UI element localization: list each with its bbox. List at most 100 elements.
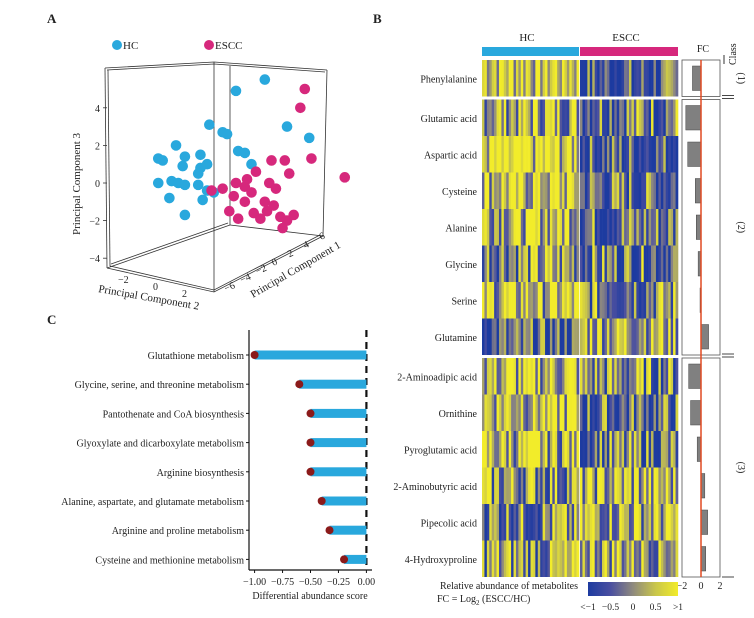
heatmap-cell (668, 504, 671, 541)
heatmap-cell (619, 209, 622, 246)
colorscale-bar (588, 582, 678, 596)
colorscale-tick-label: 0 (631, 603, 636, 613)
heatmap-cell (557, 394, 560, 431)
heatmap-cell (545, 540, 548, 577)
heatmap-cell (594, 431, 598, 468)
heatmap-cell (537, 245, 541, 282)
heatmap-cell (554, 540, 558, 577)
heatmap-cell (513, 394, 517, 431)
heatmap-cell (496, 209, 500, 246)
heatmap-cell (528, 209, 531, 246)
heatmap-cell (660, 60, 664, 97)
heatmap-cell (670, 172, 674, 209)
heatmap-cell (489, 209, 492, 246)
heatmap-cell (515, 136, 519, 173)
heatmap-cell (501, 467, 505, 504)
heatmap-cell (496, 540, 500, 577)
heatmap-cell (566, 318, 570, 355)
heatmap-cell (609, 172, 613, 209)
heatmap-cell (498, 60, 502, 97)
heatmap-cell (587, 318, 591, 355)
heatmap-cell (554, 431, 558, 468)
heatmap-cell (606, 431, 610, 468)
heatmap-cell (498, 136, 502, 173)
heatmap-cell (629, 60, 632, 97)
heatmap-cell (557, 136, 560, 173)
heatmap-cell (668, 540, 671, 577)
heatmap-cell (643, 394, 647, 431)
heatmap-cell (518, 358, 522, 395)
fc-bar (700, 509, 708, 535)
pathway-lollipop-chart: Glutathione metabolism Glycine, serine, a… (61, 330, 376, 602)
heatmap-cell (530, 99, 534, 136)
class-separator (482, 355, 678, 358)
heatmap-cell (670, 209, 674, 246)
heatmap-cell (653, 467, 657, 504)
heatmap-cell (670, 318, 674, 355)
heatmap-cell (643, 358, 647, 395)
heatmap-cell (658, 172, 662, 209)
heatmap-cell (619, 245, 622, 282)
heatmap-cell (489, 431, 492, 468)
heatmap-cell (566, 358, 570, 395)
heatmap-cell (525, 99, 529, 136)
pca-point-escc (306, 153, 317, 164)
heatmap-cell (530, 394, 534, 431)
heatmap-cell (597, 504, 600, 541)
heatmap-cell (498, 282, 502, 319)
heatmap-cell (641, 99, 644, 136)
pca-point-hc (192, 168, 204, 179)
heatmap-cell (484, 245, 488, 282)
heatmap-cell (484, 467, 488, 504)
heatmap-cell (621, 540, 625, 577)
heatmap-cell (638, 172, 642, 209)
heatmap-cell (559, 60, 563, 97)
row-label: Glutamine (435, 333, 478, 344)
heatmap-cell (532, 467, 536, 504)
heatmap-cell (574, 245, 577, 282)
heatmap-cell (569, 504, 573, 541)
heatmap-cell (641, 431, 644, 468)
heatmap-cell (626, 136, 630, 173)
heatmap-cell (532, 318, 536, 355)
pca-box (104, 61, 328, 293)
heatmap-cell (528, 318, 531, 355)
heatmap-cell (535, 136, 539, 173)
heatmap-cell (584, 318, 588, 355)
heatmap-cell (491, 99, 495, 136)
heatmap-cell (562, 504, 565, 541)
heatmap-cell (587, 540, 591, 577)
heatmap-cell (675, 245, 679, 282)
fc-formula-prefix: FC = Log (437, 594, 476, 605)
heatmap-cell (562, 209, 565, 246)
legend-marker-escc (204, 40, 214, 50)
pc1-tick-label: 0 (270, 257, 279, 269)
heatmap-cell (489, 172, 492, 209)
fc-formula: FC = Log2 (ESCC/HC) (437, 594, 530, 607)
heatmap-cell (506, 431, 509, 468)
heatmap-cell (629, 467, 632, 504)
heatmap-cell (599, 172, 603, 209)
heatmap-cell (564, 136, 568, 173)
heatmap-cell (663, 431, 667, 468)
heatmap-cell (653, 540, 657, 577)
heatmap-cell (582, 209, 586, 246)
heatmap-cell (566, 504, 570, 541)
heatmap-cell (489, 318, 492, 355)
heatmap-cell (626, 467, 630, 504)
heatmap-cell (506, 172, 509, 209)
pca-point-escc (288, 209, 300, 221)
heatmap-cell (648, 540, 652, 577)
heatmap-cell (532, 99, 536, 136)
heatmap-cell (646, 60, 649, 97)
heatmap-cell (574, 394, 577, 431)
heatmap-cell (584, 394, 588, 431)
pathway-label: Cysteine and methionine metabolism (95, 555, 244, 566)
pathway-bar (254, 350, 367, 360)
heatmap-cell (532, 358, 536, 395)
heatmap-cell (646, 540, 649, 577)
heatmap-cell (525, 172, 529, 209)
x-tick-label: 0.00 (358, 577, 376, 588)
pca-point-hc (259, 74, 271, 85)
heatmap-cell (535, 99, 539, 136)
